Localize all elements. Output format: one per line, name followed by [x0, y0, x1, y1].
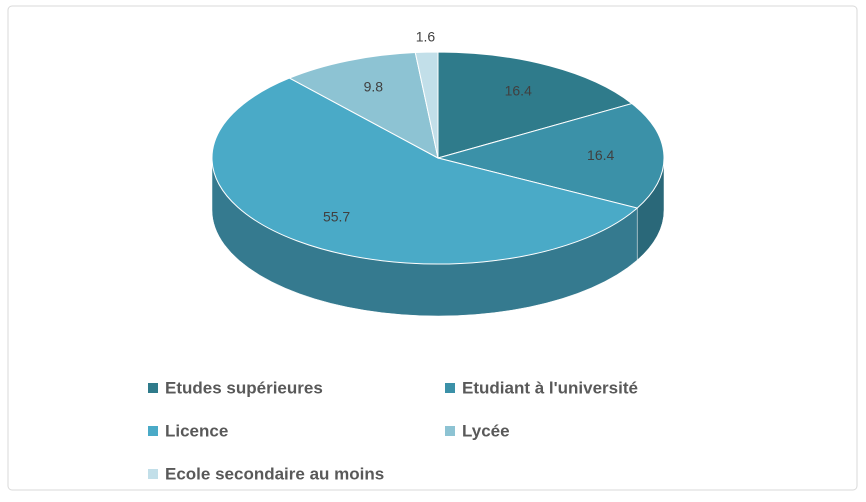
legend-swatch: [148, 426, 158, 436]
pie-slice: [288, 52, 439, 159]
legend-label: Lycée: [462, 421, 510, 440]
legend-label: Etudiant à l'université: [462, 378, 638, 397]
legend-label: Ecole secondaire au moins: [165, 464, 384, 483]
legend-swatch: [148, 383, 158, 393]
legend-label: Etudes supérieures: [165, 378, 323, 397]
legend-swatch: [148, 469, 158, 479]
data-label: 16.4: [587, 147, 614, 163]
data-label: 1.6: [416, 28, 436, 44]
pie-slice: [437, 51, 634, 159]
pie-slice: [414, 51, 439, 159]
pie-slice: [211, 77, 639, 265]
legend-label: Licence: [165, 421, 228, 440]
pie-slice: [436, 103, 665, 209]
legend-swatch: [445, 426, 455, 436]
data-label: 55.7: [323, 208, 350, 224]
data-label: 9.8: [364, 79, 384, 95]
legend-swatch: [445, 383, 455, 393]
data-label: 16.4: [505, 82, 532, 98]
